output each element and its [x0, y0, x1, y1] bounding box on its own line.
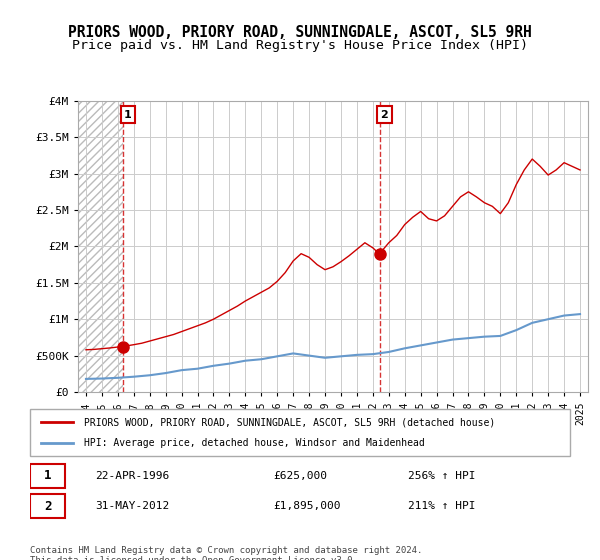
Text: 2: 2 — [380, 110, 388, 119]
Text: PRIORS WOOD, PRIORY ROAD, SUNNINGDALE, ASCOT, SL5 9RH (detached house): PRIORS WOOD, PRIORY ROAD, SUNNINGDALE, A… — [84, 417, 495, 427]
FancyBboxPatch shape — [30, 464, 65, 488]
Text: PRIORS WOOD, PRIORY ROAD, SUNNINGDALE, ASCOT, SL5 9RH: PRIORS WOOD, PRIORY ROAD, SUNNINGDALE, A… — [68, 25, 532, 40]
Text: HPI: Average price, detached house, Windsor and Maidenhead: HPI: Average price, detached house, Wind… — [84, 438, 425, 448]
Text: 256% ↑ HPI: 256% ↑ HPI — [408, 471, 476, 481]
Text: £625,000: £625,000 — [273, 471, 327, 481]
Text: 22-APR-1996: 22-APR-1996 — [95, 471, 169, 481]
Text: 211% ↑ HPI: 211% ↑ HPI — [408, 501, 476, 511]
Text: 2: 2 — [44, 500, 52, 512]
Text: £1,895,000: £1,895,000 — [273, 501, 341, 511]
Text: 31-MAY-2012: 31-MAY-2012 — [95, 501, 169, 511]
Text: 1: 1 — [44, 469, 52, 482]
Text: Price paid vs. HM Land Registry's House Price Index (HPI): Price paid vs. HM Land Registry's House … — [72, 39, 528, 52]
Bar — [78, 101, 123, 392]
Text: Contains HM Land Registry data © Crown copyright and database right 2024.
This d: Contains HM Land Registry data © Crown c… — [30, 546, 422, 560]
FancyBboxPatch shape — [30, 494, 65, 518]
Text: 1: 1 — [124, 110, 132, 119]
FancyBboxPatch shape — [30, 409, 570, 456]
